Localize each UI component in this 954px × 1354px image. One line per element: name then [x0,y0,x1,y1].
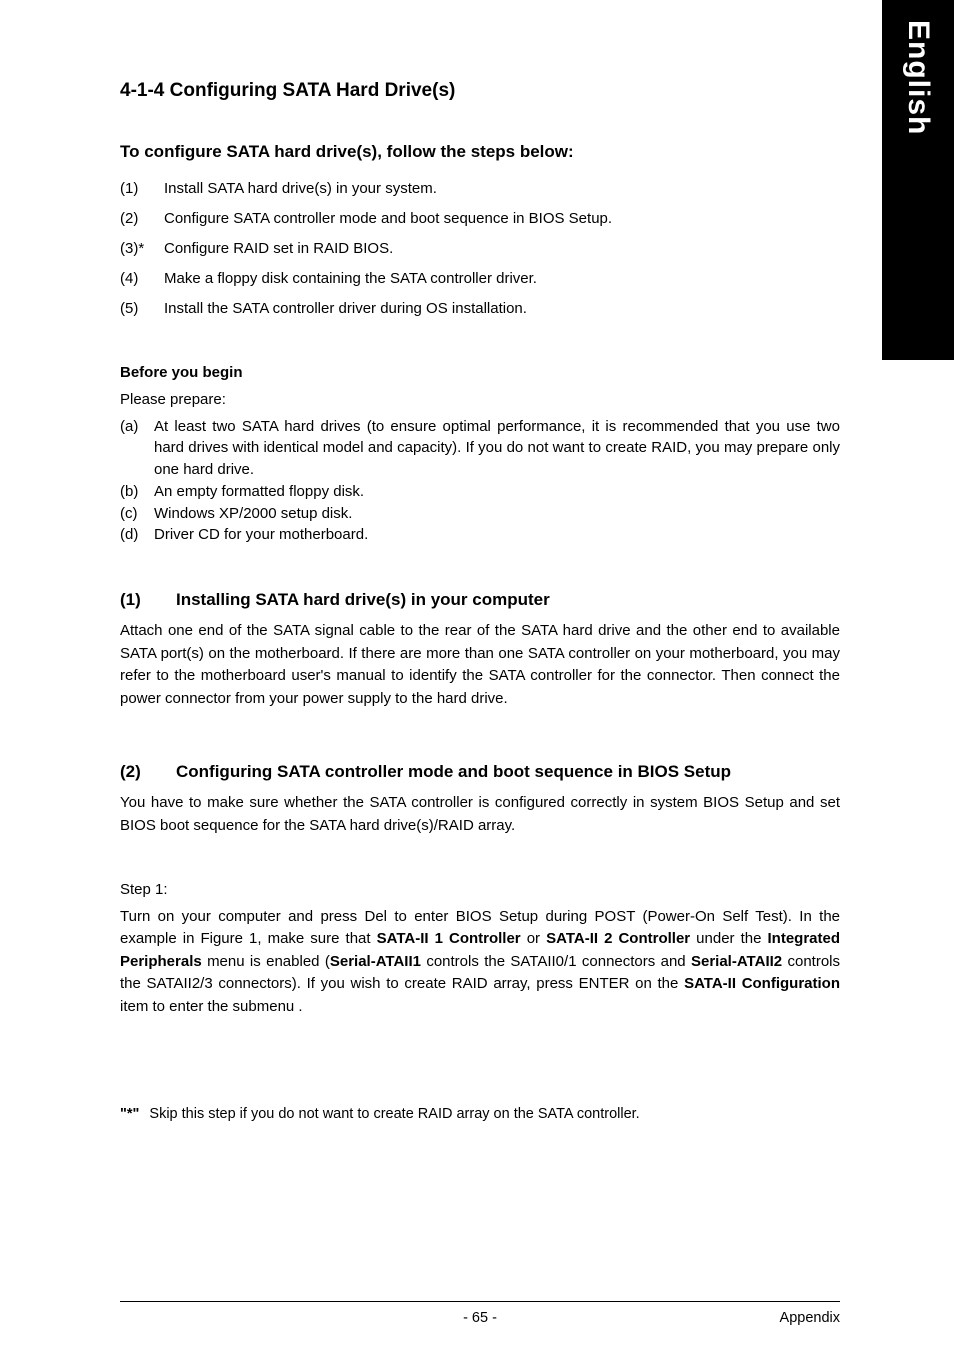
before-heading: Before you begin [120,364,840,381]
item-text: Windows XP/2000 setup disk. [154,503,352,525]
language-label: English [901,20,935,135]
footnote: "*" Skip this step if you do not want to … [120,1106,840,1122]
page-footer: - 65 - Appendix [120,1310,840,1326]
steps-list: (1) Install SATA hard drive(s) in your s… [120,174,840,324]
item-text: At least two SATA hard drives (to ensure… [154,416,840,481]
step-marker: (5) [120,294,164,324]
body-term: SATA-II Configuration [684,975,840,992]
intro-heading: To configure SATA hard drive(s), follow … [120,142,840,162]
step-marker: (1) [120,174,164,204]
list-item: (1) Install SATA hard drive(s) in your s… [120,174,840,204]
body-term: Serial-ATAII2 [691,953,782,970]
body-text: controls the SATAII0/1 connectors and [421,953,691,970]
footnote-text: Skip this step if you do not want to cre… [149,1106,639,1122]
page-content: 4-1-4 Configuring SATA Hard Drive(s) To … [120,80,840,1122]
body-text: or [521,930,546,947]
step-text: Configure RAID set in RAID BIOS. [164,234,393,264]
page-number: - 65 - [120,1310,840,1326]
step-marker: (4) [120,264,164,294]
step-marker: (2) [120,204,164,234]
language-side-tab: English [882,0,954,360]
body-term: SATA-II 1 Controller [377,930,521,947]
body-term: Serial-ATAII1 [330,953,421,970]
list-item: (d) Driver CD for your motherboard. [120,524,840,546]
item-marker: (b) [120,481,154,503]
list-item: (4) Make a floppy disk containing the SA… [120,264,840,294]
subsection-1-body: Attach one end of the SATA signal cable … [120,620,840,710]
subsection-title: Configuring SATA controller mode and boo… [176,762,731,781]
step-label: Step 1: [120,879,840,902]
item-marker: (a) [120,416,154,481]
section-heading: 4-1-4 Configuring SATA Hard Drive(s) [120,80,840,102]
body-term: SATA-II 2 Controller [546,930,690,947]
footnote-marker: "*" [120,1106,139,1122]
step-text: Install SATA hard drive(s) in your syste… [164,174,437,204]
step-text: Configure SATA controller mode and boot … [164,204,612,234]
subsection-1-heading: (1)Installing SATA hard drive(s) in your… [120,590,840,610]
item-text: Driver CD for your motherboard. [154,524,368,546]
subsection-title: Installing SATA hard drive(s) in your co… [176,590,550,609]
before-list: (a) At least two SATA hard drives (to en… [120,416,840,547]
subsection-2-body: Turn on your computer and press Del to e… [120,906,840,1019]
item-marker: (c) [120,503,154,525]
step-text: Install the SATA controller driver durin… [164,294,527,324]
list-item: (2) Configure SATA controller mode and b… [120,204,840,234]
subsection-num: (1) [120,590,176,610]
body-text: under the [690,930,767,947]
list-item: (b) An empty formatted floppy disk. [120,481,840,503]
step-text: Make a floppy disk containing the SATA c… [164,264,537,294]
subsection-2-heading: (2)Configuring SATA controller mode and … [120,762,840,782]
before-intro: Please prepare: [120,389,840,412]
list-item: (a) At least two SATA hard drives (to en… [120,416,840,481]
list-item: (5) Install the SATA controller driver d… [120,294,840,324]
list-item: (3)* Configure RAID set in RAID BIOS. [120,234,840,264]
subsection-num: (2) [120,762,176,782]
item-text: An empty formatted floppy disk. [154,481,364,503]
step-marker: (3)* [120,234,164,264]
footer-rule [120,1301,840,1302]
item-marker: (d) [120,524,154,546]
subsection-2-intro: You have to make sure whether the SATA c… [120,792,840,837]
body-text: item to enter the submenu . [120,998,303,1015]
body-text: menu is enabled ( [202,953,330,970]
list-item: (c) Windows XP/2000 setup disk. [120,503,840,525]
